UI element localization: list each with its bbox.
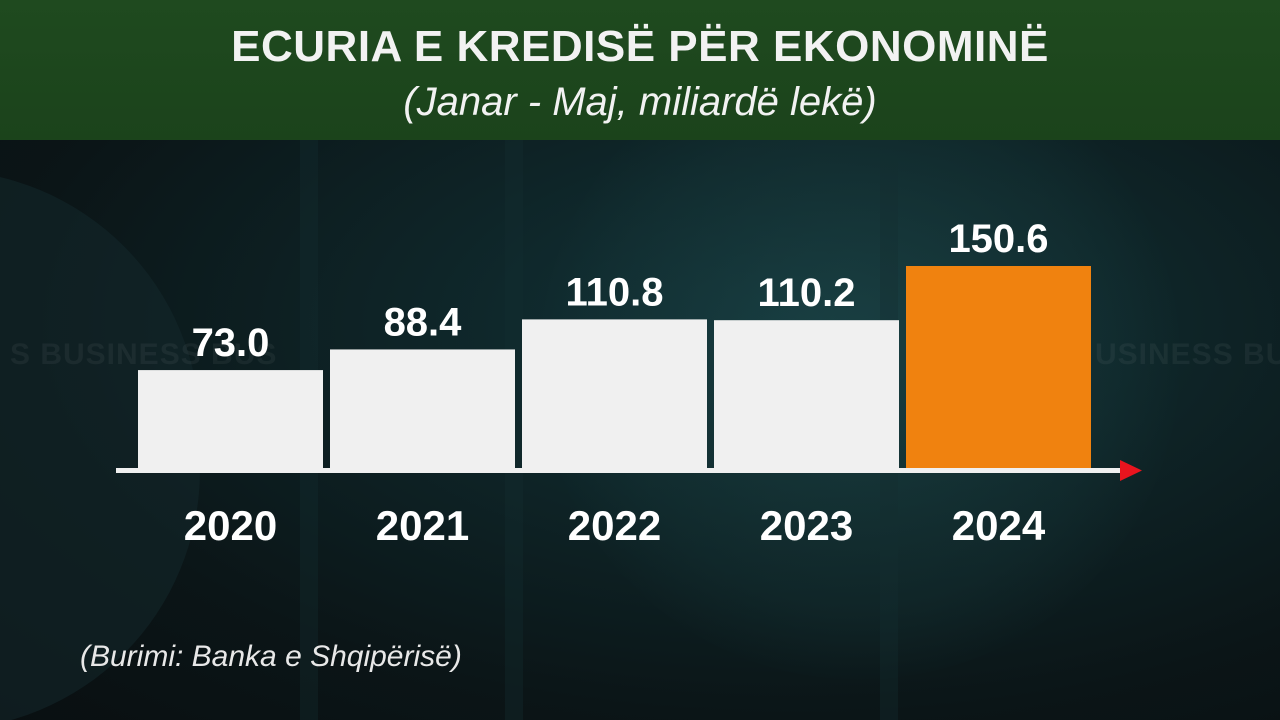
x-tick-label: 2023: [760, 502, 853, 549]
bar-2022: [522, 319, 707, 468]
bar-value-label: 88.4: [384, 300, 463, 344]
bar-value-label: 150.6: [948, 217, 1048, 261]
background-watermark: USINESS BUSI: [1095, 338, 1280, 371]
axis-arrow-icon: [1120, 460, 1142, 481]
bar-value-label: 110.8: [566, 270, 664, 314]
x-tick-label: 2022: [568, 502, 661, 549]
chart-subtitle: (Janar - Maj, miliardë lekë): [403, 80, 877, 124]
bar-2020: [138, 370, 323, 468]
x-tick-label: 2024: [952, 502, 1046, 549]
background-watermark: S BUSINESS BUS: [10, 338, 278, 371]
header-banner: ECURIA E KREDISË PËR EKONOMINË (Janar - …: [0, 0, 1280, 140]
x-tick-label: 2021: [376, 502, 469, 549]
chart-title: ECURIA E KREDISË PËR EKONOMINË: [231, 22, 1049, 71]
bar-2024: [906, 266, 1091, 468]
source-note: (Burimi: Banka e Shqipërisë): [80, 640, 462, 673]
bar-value-label: 110.2: [758, 271, 856, 315]
bar-value-label: 73.0: [192, 321, 270, 365]
bar-2023: [714, 320, 899, 468]
x-axis-line: [116, 468, 1124, 473]
x-tick-label: 2020: [184, 502, 277, 549]
bar-2021: [330, 349, 515, 468]
